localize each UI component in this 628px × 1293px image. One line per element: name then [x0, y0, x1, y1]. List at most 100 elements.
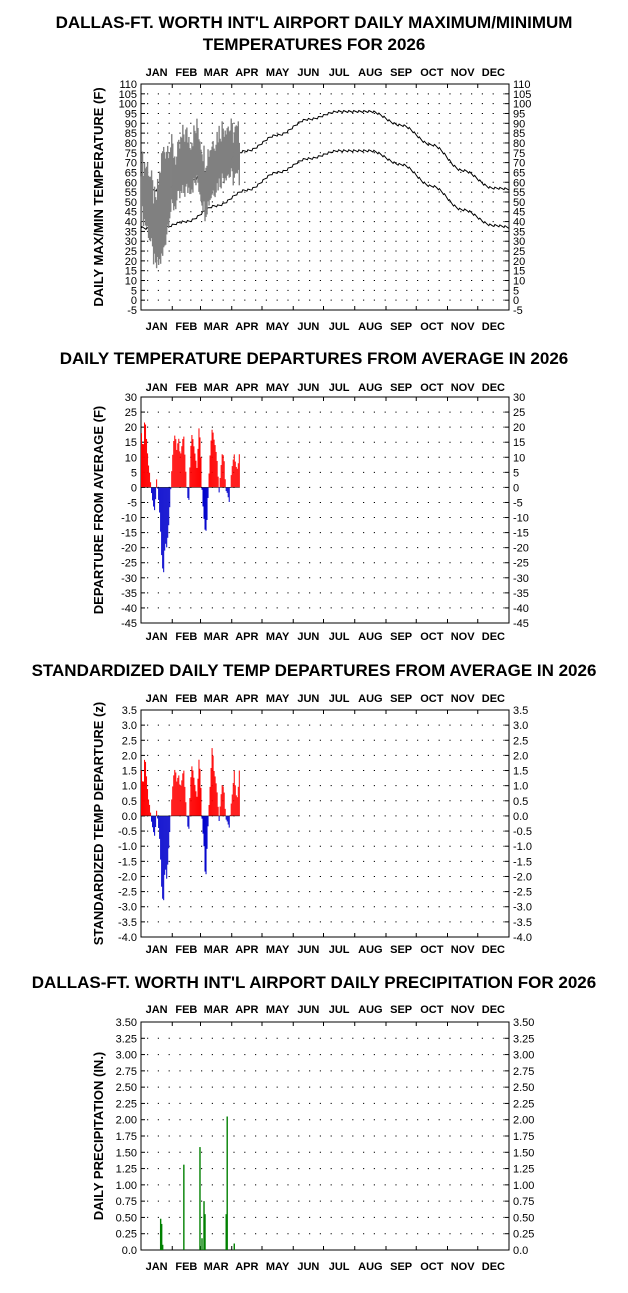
departure-bar — [168, 487, 170, 526]
departure-bar — [178, 775, 180, 816]
chart-2-ytick-right: 0.5 — [513, 796, 528, 808]
chart-3-ytick-right: 1.75 — [513, 1131, 534, 1143]
chart-2-ytick-left: 0.0 — [122, 811, 137, 823]
departure-bar — [192, 770, 194, 816]
chart-0-month-bottom-sep: SEP — [390, 321, 412, 333]
chart-2-ytick-right: -1.0 — [513, 841, 532, 853]
chart-1-month-bottom-may: MAY — [266, 631, 290, 643]
departure-bar — [212, 755, 214, 816]
departure-bar — [147, 789, 149, 816]
chart-0-ytick-left: 10 — [125, 276, 137, 288]
chart-3-month-top-may: MAY — [266, 1004, 290, 1016]
chart-1-month-bottom-mar: MAR — [204, 631, 229, 643]
departure-bar — [191, 766, 193, 816]
chart-0-ytick-right: 0 — [513, 295, 519, 307]
chart-0-ytick-right: 75 — [513, 148, 525, 160]
departure-bar — [153, 487, 155, 507]
chart-2-month-top-oct: OCT — [420, 693, 444, 705]
chart-2-month-bottom-jan: JAN — [146, 944, 168, 956]
chart-0-ytick-left: 30 — [125, 236, 137, 248]
departure-bar — [150, 482, 152, 488]
chart-1-ytick-left: -15 — [121, 528, 137, 540]
chart-1-ytick-left: 30 — [125, 392, 137, 404]
chart-2-month-top-apr: APR — [235, 693, 258, 705]
chart-2-month-top-feb: FEB — [175, 693, 197, 705]
chart-1-month-bottom-oct: OCT — [420, 631, 444, 643]
chart-0-ytick-left: 45 — [125, 207, 137, 219]
chart-2-ytick-left: -1.5 — [118, 856, 137, 868]
departure-bar — [189, 467, 191, 488]
departure-bar — [156, 810, 158, 816]
departure-bar — [197, 778, 199, 816]
departure-bar — [166, 815, 168, 879]
departure-bar — [164, 487, 166, 551]
departure-bar — [194, 784, 196, 816]
chart-3-ytick-right: 3.00 — [513, 1050, 534, 1062]
departure-bar — [180, 453, 182, 488]
departure-bar — [142, 781, 144, 816]
chart-1-ytick-right: 30 — [513, 392, 525, 404]
departure-bar — [231, 466, 233, 488]
chart-0-ytick-left: 0 — [131, 295, 137, 307]
chart-2-ytick-left: -0.5 — [118, 826, 137, 838]
departure-bar — [202, 815, 204, 834]
chart-1-ytick-left: 0 — [131, 482, 137, 494]
departure-bar — [188, 487, 190, 500]
chart-3-ytick-right: 2.75 — [513, 1066, 534, 1078]
departure-bar — [175, 439, 177, 488]
chart-3-title: DALLAS-FT. WORTH INT'L AIRPORT DAILY PRE… — [32, 973, 596, 992]
chart-0-ytick-left: 55 — [125, 187, 137, 199]
chart-1-month-top-mar: MAR — [204, 382, 229, 394]
chart-3-ytick-left: 0.0 — [122, 1245, 137, 1257]
chart-3-ytick-right: 2.00 — [513, 1115, 534, 1127]
departure-bar — [201, 815, 203, 819]
departure-bar — [173, 775, 175, 816]
chart-3-ytick-left: 2.75 — [116, 1066, 137, 1078]
departure-bar — [183, 770, 185, 816]
departure-bar — [146, 438, 148, 488]
departure-bar — [210, 440, 212, 488]
departure-bar — [170, 487, 172, 490]
chart-2-ytick-right: -3.0 — [513, 902, 532, 914]
departure-bar — [157, 487, 159, 489]
chart-3-ytick-left: 1.25 — [116, 1164, 137, 1176]
chart-3-ytick-left: 0.50 — [116, 1212, 137, 1224]
chart-3-month-bottom-aug: AUG — [358, 1261, 382, 1273]
departure-bar — [148, 465, 150, 488]
departure-bar — [196, 467, 198, 488]
chart-3-month-bottom-mar: MAR — [204, 1261, 229, 1273]
departure-bar — [195, 791, 197, 816]
departure-bar — [190, 445, 192, 488]
chart-2-ytick-right: 1.5 — [513, 766, 528, 778]
chart-2-ytick-left: 2.0 — [122, 750, 137, 762]
chart-2-ytick-left: 3.5 — [122, 705, 137, 717]
departure-bar — [216, 792, 218, 816]
chart-3-month-top-jan: JAN — [146, 1004, 168, 1016]
chart-0-ytick-right: 30 — [513, 236, 525, 248]
departure-bar — [229, 814, 231, 816]
departure-bar — [224, 808, 226, 816]
chart-0-ytick-right: 110 — [513, 79, 531, 91]
chart-3-month-top-jul: JUL — [329, 1004, 350, 1016]
departure-bar — [225, 487, 227, 492]
chart-1-month-top-nov: NOV — [451, 382, 476, 394]
departure-bar — [187, 487, 189, 499]
chart-1-ytick-right: 20 — [513, 422, 525, 434]
departure-bar — [163, 487, 165, 573]
chart-1-plot-frame — [140, 396, 510, 624]
chart-3-month-bottom-nov: NOV — [451, 1261, 476, 1273]
chart-0-ytick-right: -5 — [513, 305, 523, 317]
departure-bar — [198, 759, 200, 816]
chart-0-month-top-mar: MAR — [204, 67, 229, 79]
chart-3-month-bottom-jan: JAN — [146, 1261, 168, 1273]
departure-bar — [167, 487, 169, 538]
departure-bar — [217, 806, 219, 816]
chart-2-ytick-right: -1.5 — [513, 856, 532, 868]
chart-1-ytick-right: -40 — [513, 603, 529, 615]
chart-0-ytick-right: 60 — [513, 177, 525, 189]
chart-3-month-top-aug: AUG — [358, 1004, 382, 1016]
chart-1-ytick-left: -20 — [121, 543, 137, 555]
departure-bar — [204, 487, 206, 530]
departure-bar — [203, 487, 205, 519]
departure-bar — [216, 460, 218, 488]
